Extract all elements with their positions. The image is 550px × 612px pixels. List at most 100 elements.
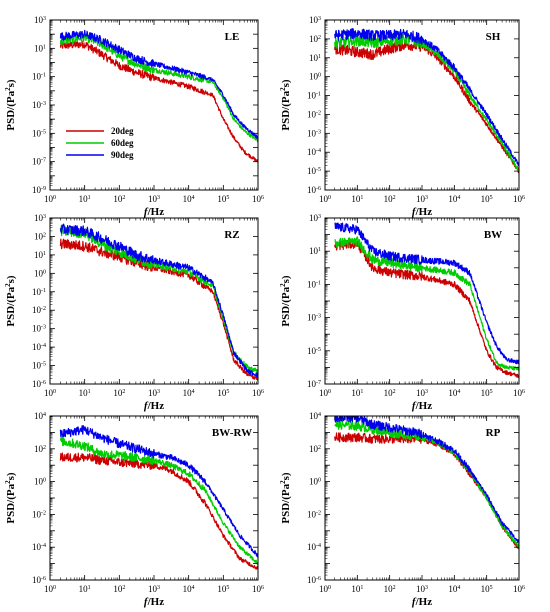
x-tick-label: 104 [448,584,460,594]
series-group [334,416,519,550]
x-axis-label: f/Hz [144,596,164,608]
x-tick-label: 106 [513,584,525,594]
panel-title: SH [486,31,501,43]
y-tick-label: 10-4 [32,342,46,352]
y-tick-label: 10-2 [307,109,321,119]
y-tick-label: 10-4 [307,542,321,552]
y-tick-label: 101 [34,250,46,260]
x-axis-label: f/Hz [412,206,432,218]
y-tick-label: 102 [34,231,46,241]
x-tick-label: 101 [79,194,91,204]
x-axis-label: f/Hz [412,400,432,412]
x-tick-label: 100 [319,584,331,594]
x-tick-label: 104 [448,194,460,204]
x-tick-label: 101 [351,388,363,398]
y-tick-label: 10-5 [32,128,46,138]
y-tick-label: 101 [34,43,46,53]
y-axis-label: PSD/(Pa2s) [279,472,292,524]
x-tick-label: 102 [384,388,396,398]
y-tick-label: 103 [34,213,46,223]
series-line-60deg [59,436,258,565]
y-tick-label: 10-6 [32,379,46,389]
plot-frame [49,415,259,581]
x-tick-label: 106 [513,194,525,204]
plot-frame [49,217,259,385]
series-line-90deg [59,29,258,139]
panel-title: BW [484,229,502,241]
x-tick-label: 104 [183,194,195,204]
y-tick-label: 10-7 [32,157,46,167]
y-axis-label: PSD/(Pa2s) [4,79,17,131]
chart-panel-le: 100 101 102 103 104 105 106 10-9 10-7 10-5 10-3 10-… [4,15,264,218]
y-tick-label: 100 [34,268,46,278]
y-tick-label: 102 [309,444,321,454]
series-group [334,222,519,378]
series-line-60deg [334,236,519,371]
y-tick-label: 10-6 [32,575,46,585]
y-tick-label: 101 [309,246,321,256]
series-line-90deg [334,416,519,544]
y-tick-label: 10-4 [307,147,321,157]
y-tick-label: 10-6 [307,575,321,585]
panel-title: BW-RW [212,427,252,439]
series-line-60deg [59,32,258,143]
y-axis-label: PSD/(Pa2s) [279,275,292,327]
x-tick-label: 106 [252,194,264,204]
series-line-20deg [334,238,519,378]
y-tick-label: 10-4 [32,542,46,552]
y-tick-label: 102 [309,34,321,44]
x-tick-label: 104 [183,388,195,398]
x-tick-label: 106 [513,388,525,398]
x-tick-label: 102 [113,194,125,204]
chart-panel-bw: 100 101 102 103 104 105 106 10-7 10-5 10-3 10-1 101… [279,213,525,412]
x-tick-label: 103 [148,584,160,594]
y-tick-label: 100 [34,477,46,487]
series-group [334,27,519,174]
x-tick-label: 105 [217,194,229,204]
x-tick-label: 103 [416,584,428,594]
x-axis-label: f/Hz [144,400,164,412]
panel-title: LE [225,31,240,43]
x-tick-label: 100 [44,584,56,594]
x-axis-label: f/Hz [412,596,432,608]
series-line-20deg [334,39,519,174]
panel-title: RZ [224,229,239,241]
y-tick-label: 102 [34,444,46,454]
y-tick-label: 10-3 [307,313,321,323]
x-tick-label: 100 [319,388,331,398]
y-tick-label: 10-5 [307,166,321,176]
y-axis-label: PSD/(Pa2s) [4,472,17,524]
x-tick-label: 102 [384,584,396,594]
series-group [59,223,258,381]
x-tick-label: 101 [351,584,363,594]
series-line-20deg [59,40,258,163]
y-tick-label: 103 [34,15,46,25]
y-tick-label: 10-6 [307,185,321,195]
y-tick-label: 10-5 [32,361,46,371]
chart-panel-bw-rw: 100 101 102 103 104 105 106 10-6 10-4 10-2 100 102 1… [4,411,264,608]
y-tick-label: 10-2 [32,305,46,315]
chart-panel-rz: 100 101 102 103 104 105 106 10-6 10-5 10-4 10-3 10-… [4,213,264,412]
y-tick-label: 104 [34,411,46,421]
panel-title: RP [486,427,501,439]
legend-label: 90deg [111,150,134,160]
y-tick-label: 101 [309,53,321,63]
y-tick-label: 10-2 [307,509,321,519]
y-tick-label: 10-1 [32,287,46,297]
y-tick-label: 104 [309,411,321,421]
x-tick-label: 105 [481,194,493,204]
series-line-20deg [59,452,258,570]
legend-label: 60deg [111,138,134,148]
legend: 20deg 60deg 90deg [66,126,134,160]
x-tick-label: 103 [416,194,428,204]
x-tick-label: 101 [79,388,91,398]
y-tick-label: 10-3 [32,324,46,334]
x-tick-label: 105 [217,388,229,398]
legend-label: 20deg [111,126,134,136]
x-axis-label: f/Hz [144,206,164,218]
x-tick-label: 104 [183,584,195,594]
series-line-20deg [334,432,519,550]
series-line-90deg [59,424,258,558]
x-tick-label: 100 [44,388,56,398]
